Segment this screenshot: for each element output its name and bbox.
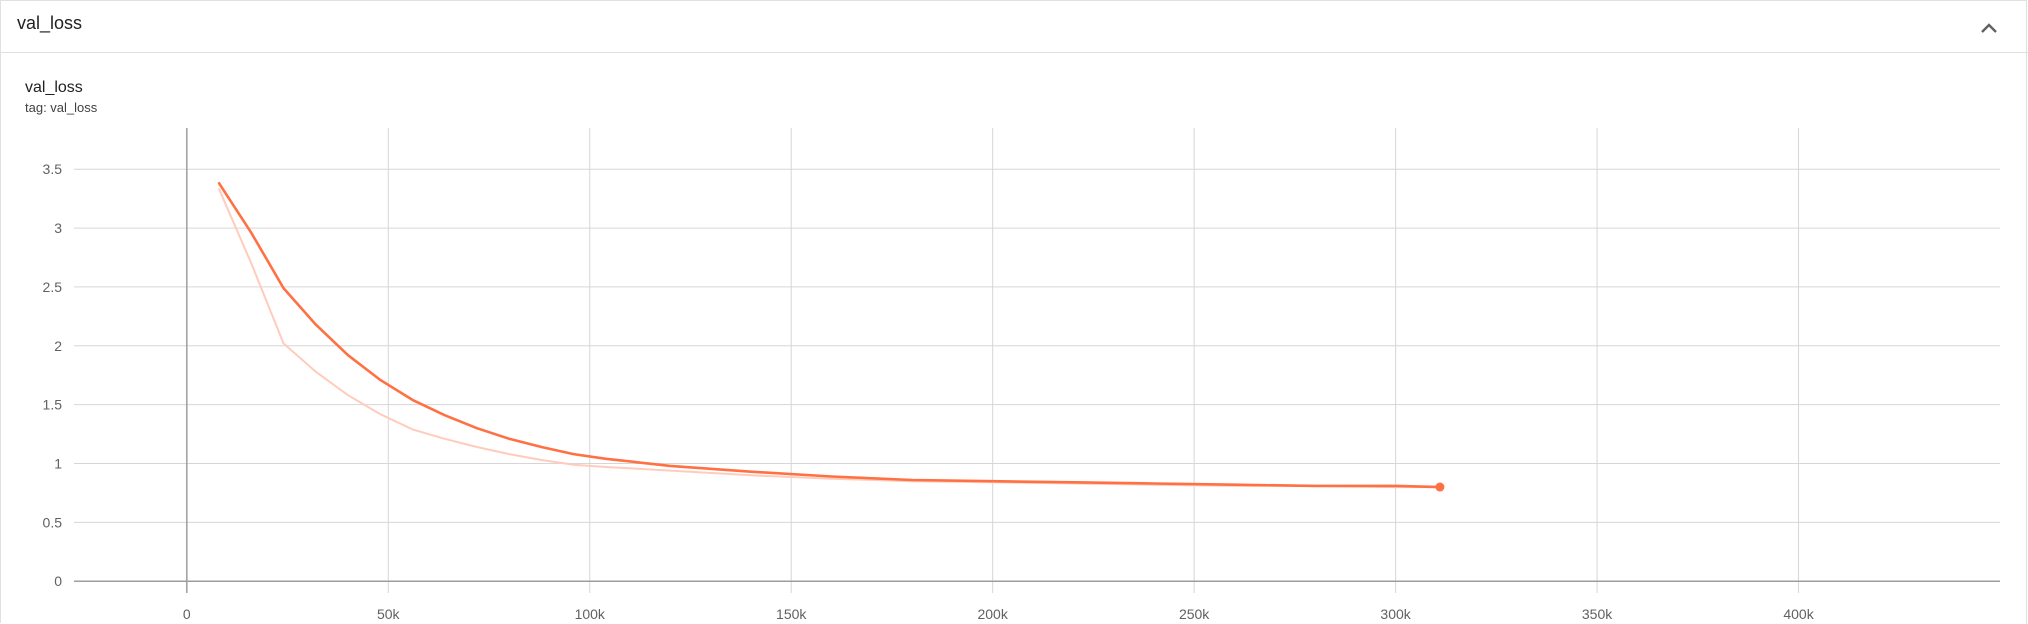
axes — [74, 128, 2000, 593]
chart-tag: tag: val_loss — [25, 100, 98, 115]
y-tick-label: 3 — [54, 220, 62, 236]
x-tick-label: 300k — [1380, 606, 1411, 622]
card-right-border — [2026, 52, 2027, 624]
card-title: val_loss — [17, 13, 83, 33]
x-tick-label: 250k — [1179, 606, 1210, 622]
x-tick-label: 400k — [1783, 606, 1814, 622]
horizontal-gridlines — [74, 168, 2000, 523]
last-point-marker — [1435, 482, 1445, 492]
chevron-up-icon — [1981, 23, 1997, 33]
x-tick-label: 50k — [377, 606, 401, 622]
x-tick-label: 100k — [575, 606, 606, 622]
y-tick-label: 0.5 — [43, 514, 63, 530]
y-tick-labels: 0 0.5 1 1.5 2 2.5 3 3.5 — [43, 161, 63, 589]
smoothed-series-line — [217, 182, 1442, 489]
y-tick-label: 2 — [54, 338, 62, 354]
x-tick-label: 150k — [776, 606, 807, 622]
x-tick-label: 0 — [183, 606, 191, 622]
y-tick-label: 2.5 — [43, 279, 63, 295]
y-tick-label: 1.5 — [43, 397, 63, 413]
y-tick-label: 1 — [54, 456, 62, 472]
x-tick-label: 350k — [1582, 606, 1613, 622]
collapse-button[interactable] — [1976, 15, 2002, 41]
vertical-gridlines — [387, 128, 1800, 593]
x-tick-label: 200k — [977, 606, 1008, 622]
x-tick-labels: 0 50k 100k 150k 200k 250k 300k 350k 400k — [183, 606, 1815, 622]
chart-title: val_loss — [25, 79, 83, 96]
card-header[interactable]: val_loss — [1, 1, 2028, 53]
y-tick-label: 0 — [54, 573, 62, 589]
y-tick-label: 3.5 — [43, 161, 63, 177]
raw-series-line — [218, 188, 1441, 489]
series-lines — [217, 182, 1445, 492]
